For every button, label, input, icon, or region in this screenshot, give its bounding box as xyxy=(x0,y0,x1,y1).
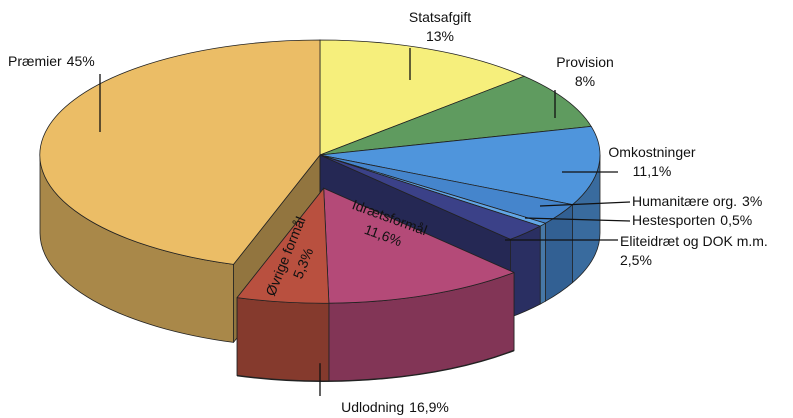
slice-side xyxy=(539,222,546,305)
slice-value: 2,5% xyxy=(620,252,652,268)
slice-name: Hestesporten xyxy=(632,212,715,228)
slice-label: Humanitære org. 3% xyxy=(632,193,762,209)
slice xyxy=(39,39,321,265)
slice-name: Humanitære org. xyxy=(632,193,737,209)
slice-label: Præmier 45% xyxy=(8,53,95,69)
group-arc xyxy=(237,349,515,382)
slice-value: 11,1% xyxy=(633,163,672,179)
group-value: 16,9% xyxy=(409,399,449,415)
slice-label: Omkostninger 11,1% xyxy=(608,144,695,179)
slice-value: 3% xyxy=(742,193,762,209)
slice-name: Omkostninger xyxy=(608,144,695,160)
slice xyxy=(323,187,515,304)
slice-label: Hestesporten 0,5% xyxy=(632,212,752,228)
slice xyxy=(236,187,330,304)
slice xyxy=(319,154,541,240)
slice-value: 8% xyxy=(575,73,595,89)
slice-label: Statsafgift 13% xyxy=(409,9,471,44)
slice-label: Provision 8% xyxy=(556,54,614,89)
slice-value: 0,5% xyxy=(720,212,752,228)
slice-value: 45% xyxy=(67,53,95,69)
slice-name: Eliteidræt og DOK m.m. xyxy=(620,233,768,249)
group-name: Udlodning xyxy=(341,399,404,415)
slice-value: 13% xyxy=(426,28,454,44)
slice-label: Eliteidræt og DOK m.m. 2,5% xyxy=(620,233,768,268)
slice-name: Præmier xyxy=(8,53,62,69)
leader-line xyxy=(524,217,631,222)
slice xyxy=(319,75,592,156)
leader-line xyxy=(539,201,631,207)
slice-name: Statsafgift xyxy=(409,9,471,25)
slice xyxy=(319,126,601,205)
group-label: Udlodning 16,9% xyxy=(341,399,449,415)
slice xyxy=(319,39,525,156)
slice-side xyxy=(236,297,330,382)
slice-name: Provision xyxy=(556,54,614,70)
